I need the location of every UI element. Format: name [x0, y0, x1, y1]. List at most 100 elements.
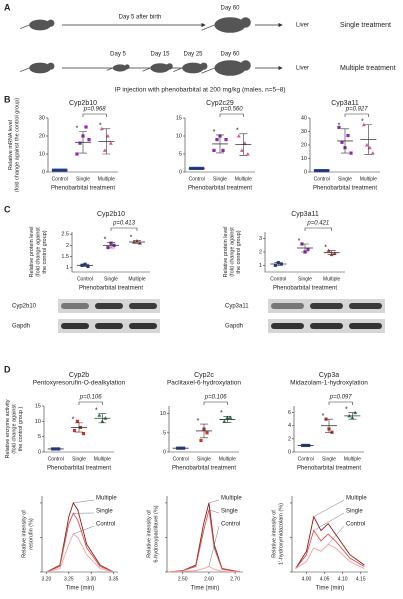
comparison-bracket — [219, 113, 244, 117]
x-tick-label: Control — [52, 176, 68, 182]
x-tick-label: Single — [104, 276, 118, 282]
y-tick-label: 0 — [179, 169, 182, 175]
timeline-label: Day 5 after birth — [119, 15, 162, 21]
mouse-tail — [201, 24, 215, 31]
x-tick-label: 4.10 — [338, 576, 348, 582]
data-point — [72, 428, 77, 433]
error-bar — [192, 167, 201, 170]
y-tick-label: 2 — [66, 243, 69, 249]
organ-label: Liver — [296, 66, 309, 72]
data-point — [221, 148, 225, 152]
significance-mark: * — [338, 123, 341, 130]
y-tick-label: 1 — [66, 265, 69, 271]
data-point — [106, 245, 110, 250]
mouse-tail — [201, 67, 215, 74]
blot-band — [129, 303, 157, 309]
error-bar — [81, 263, 89, 267]
group-label: Multiple treatment — [340, 65, 396, 72]
organ-label: Liver — [296, 23, 309, 29]
y-tick-label: 20 — [39, 133, 45, 139]
chromatogram-line — [169, 565, 241, 573]
significance-mark: * — [298, 238, 301, 245]
comparison-bracket — [344, 113, 369, 117]
x-axis-label: Time (min) — [66, 586, 94, 592]
data-point — [346, 133, 350, 138]
data-point — [215, 138, 219, 142]
x-tick-label: 3.20 — [42, 576, 52, 582]
x-tick-label: 3.30 — [86, 576, 96, 582]
data-point — [108, 141, 113, 145]
blot-band — [129, 323, 157, 329]
series-label: Single — [96, 509, 113, 515]
data-point — [364, 143, 369, 147]
label-pointer — [313, 499, 345, 517]
x-tick-label: Single — [338, 176, 352, 182]
data-point — [212, 148, 216, 152]
y-tick-label: 40 — [301, 115, 307, 121]
series-label: Multiple — [346, 496, 367, 502]
x-axis-label: Phenobarbital treatment — [51, 186, 115, 192]
comparison-bracket — [304, 227, 332, 231]
plot-title: Cyp2b10 — [69, 100, 97, 107]
panel-label: B — [4, 94, 11, 104]
error-bar — [223, 416, 232, 423]
plot-title: Cyp2c29 — [206, 100, 234, 107]
significance-mark: * — [104, 237, 107, 244]
series-label: Multiple — [96, 496, 117, 502]
significance-mark: * — [72, 417, 75, 424]
x-tick-label: 4.00 — [302, 576, 312, 582]
data-point — [102, 148, 107, 152]
error-bar — [102, 128, 111, 155]
series-label: Single — [346, 509, 363, 515]
x-tick-label: 2.50 — [178, 576, 188, 582]
significance-mark: * — [197, 418, 200, 425]
y-axis-label: resorufin (%) — [28, 518, 34, 550]
error-bar — [176, 447, 185, 449]
significance-mark: * — [345, 406, 348, 413]
mouse-tail — [20, 24, 30, 29]
label-pointer — [73, 525, 95, 535]
series-label: Multiple — [221, 496, 242, 502]
error-bar — [301, 444, 310, 447]
y-tick-label: 10 — [160, 411, 166, 417]
y-axis-label: Relative mRNA level — [8, 120, 14, 170]
significance-mark: * — [76, 125, 79, 132]
blot-band — [61, 323, 89, 329]
caption: IP injection with phenobarbital at 200 m… — [115, 87, 286, 94]
y-tick-label: 20 — [301, 142, 307, 148]
x-tick-label: Multiple — [219, 456, 236, 462]
data-point — [349, 151, 353, 155]
series-label: Control — [346, 522, 365, 528]
mouse-head — [47, 19, 55, 27]
significance-mark: * — [130, 235, 133, 242]
y-axis-label: (fold change against — [11, 404, 17, 454]
blot-label: Gapdh — [12, 324, 30, 330]
x-axis-label: Phenobarbital treatment — [313, 186, 377, 192]
y-tick-label: 5 — [38, 434, 41, 440]
p-value: p=0.106 — [79, 395, 103, 401]
y-tick-label: 4 — [288, 423, 291, 429]
x-axis-label: Phenobarbital treatment — [79, 286, 143, 292]
mouse-head — [240, 17, 251, 28]
y-tick-label: 5 — [163, 430, 166, 436]
error-bar — [98, 413, 107, 424]
significance-mark: * — [99, 123, 102, 130]
y-tick-label: 10 — [176, 133, 182, 139]
x-tick-label: Control — [48, 456, 64, 462]
x-axis-label: Phenobarbital treatment — [172, 466, 236, 472]
chromatogram-line — [46, 512, 114, 573]
y-tick-label: 3 — [259, 236, 262, 242]
chromatogram-line — [295, 515, 365, 569]
comparison-bracket — [110, 227, 138, 231]
y-axis-label: (fold change against the control group) — [15, 98, 21, 192]
timeline-label: Day 25 — [183, 52, 203, 58]
blot-label: Gapdh — [225, 324, 243, 330]
data-point — [361, 122, 366, 127]
y-tick-label: 0 — [288, 449, 291, 455]
y-tick-label: 10 — [39, 151, 45, 157]
y-tick-label: 2 — [259, 249, 262, 255]
x-tick-label: Control — [173, 456, 189, 462]
x-tick-label: Control — [270, 276, 286, 282]
blot-band — [310, 303, 343, 309]
